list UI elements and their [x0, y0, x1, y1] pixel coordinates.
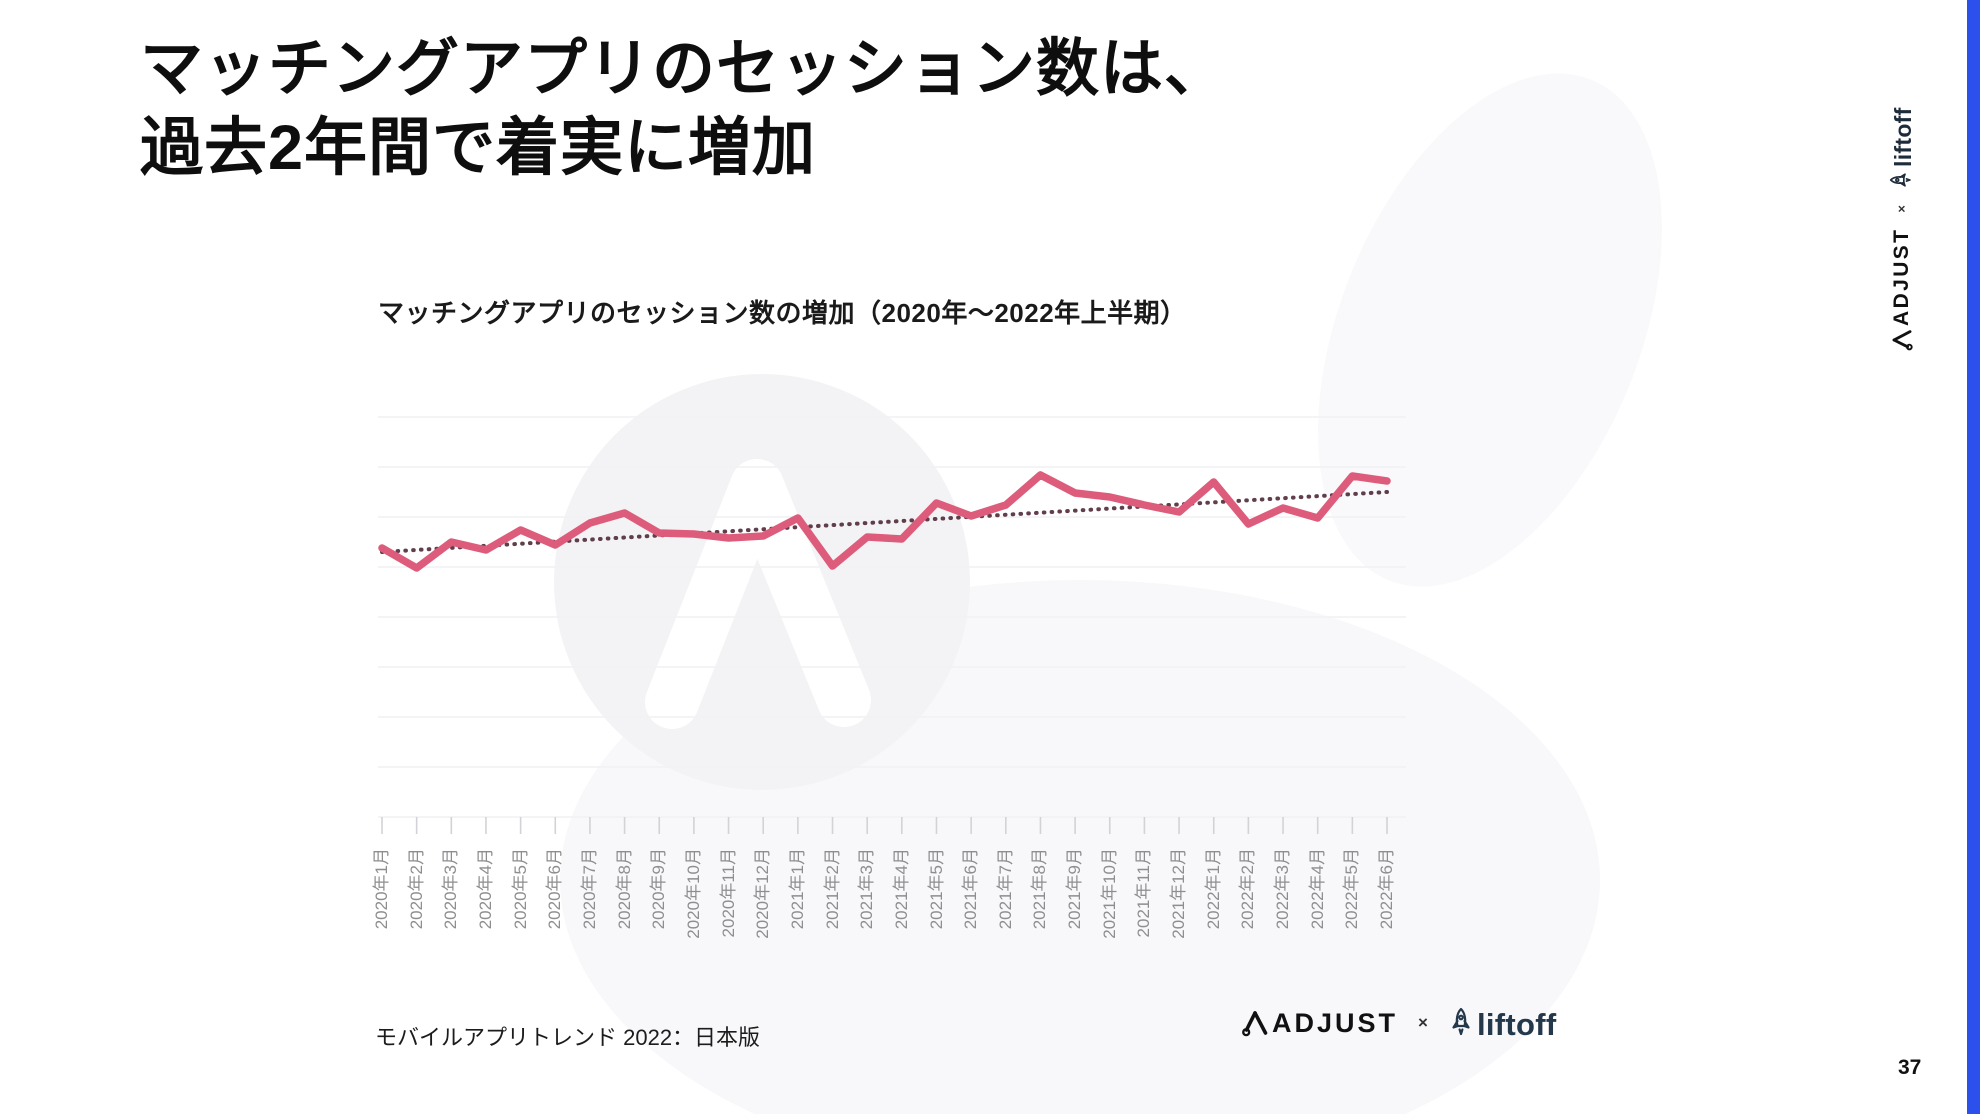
rocket-icon — [1889, 173, 1911, 187]
chart-title: マッチングアプリのセッション数の増加（2020年〜2022年上半期） — [378, 298, 1187, 328]
page-title-line2: 過去2年間で着実に増加 — [140, 112, 817, 183]
x-axis-label: 2020年11月 — [718, 848, 738, 938]
x-axis-label: 2022年5月 — [1342, 848, 1362, 930]
edge-accent-stripe — [1967, 0, 1980, 1114]
x-axis-label: 2021年3月 — [857, 848, 877, 930]
rocket-icon — [1452, 1007, 1470, 1036]
x-axis-label: 2020年9月 — [649, 848, 669, 930]
x-axis-label: 2022年4月 — [1307, 848, 1327, 930]
adjust-logo-side-text: ADJUST — [1889, 227, 1913, 326]
x-axis-label: 2020年1月 — [372, 848, 391, 930]
adjust-logo: ADJUST — [1240, 1008, 1398, 1039]
x-axis-label: 2022年2月 — [1238, 848, 1258, 930]
x-axis-label: 2021年9月 — [1065, 848, 1085, 930]
x-axis-label: 2020年6月 — [545, 848, 565, 930]
x-axis-label: 2022年3月 — [1273, 848, 1292, 930]
trendline — [380, 490, 1389, 554]
liftoff-logo-text: liftoff — [1476, 1007, 1557, 1042]
sessions-series-line — [378, 471, 1391, 572]
x-axis-label: 2021年1月 — [787, 848, 807, 930]
logo-cross: × — [1418, 1013, 1428, 1032]
x-axis-label: 2021年8月 — [1030, 848, 1050, 930]
adjust-logo-text: ADJUST — [1272, 1007, 1399, 1038]
footer-logos: ADJUST × liftoff — [1240, 1006, 1557, 1040]
adjust-watermark-a-icon — [645, 459, 871, 729]
liftoff-logo: liftoff — [1448, 1006, 1557, 1040]
x-axis-label: 2022年6月 — [1377, 848, 1396, 930]
x-axis-label: 2021年10月 — [1099, 848, 1119, 939]
x-axis-label: 2021年5月 — [926, 848, 946, 930]
x-axis-label: 2020年5月 — [510, 848, 530, 930]
x-axis-label: 2020年2月 — [406, 848, 426, 930]
x-axis-label: 2020年7月 — [579, 848, 599, 930]
logo-cross-side: × — [1894, 204, 1909, 213]
x-axis-label: 2020年3月 — [441, 848, 461, 930]
page-number: 37 — [1898, 1056, 1922, 1079]
x-axis-label: 2021年12月 — [1169, 848, 1189, 939]
adjust-a-icon — [1242, 1011, 1268, 1037]
x-axis-label: 2021年6月 — [961, 848, 981, 930]
page-title: マッチングアプリのセッション数は、 過去2年間で着実に増加 — [140, 30, 1228, 188]
side-vertical-logos: ADJUST × liftoff — [1888, 52, 1916, 352]
adjust-a-icon — [1892, 330, 1913, 351]
x-axis-label: 2020年12月 — [753, 848, 773, 939]
x-axis-label: 2020年8月 — [614, 848, 634, 930]
source-text: モバイルアプリトレンド 2022：日本版 — [375, 1025, 761, 1050]
adjust-logo-side: ADJUST — [1890, 228, 1914, 352]
x-axis-label: 2020年10月 — [683, 848, 703, 939]
background-swoosh-right — [1318, 73, 1662, 587]
x-axis-label: 2021年11月 — [1134, 848, 1154, 938]
page-title-line1: マッチングアプリのセッション数は、 — [140, 34, 1228, 104]
x-axis-label: 2021年4月 — [891, 848, 911, 930]
liftoff-logo-side-text: liftoff — [1890, 107, 1916, 167]
x-axis-label: 2020年4月 — [476, 848, 495, 930]
liftoff-logo-side: liftoff — [1888, 107, 1916, 190]
x-axis-label: 2021年2月 — [822, 848, 842, 930]
adjust-watermark-circle — [554, 374, 970, 790]
x-axis-label: 2021年7月 — [995, 848, 1015, 930]
x-axis-label: 2022年1月 — [1203, 848, 1223, 930]
